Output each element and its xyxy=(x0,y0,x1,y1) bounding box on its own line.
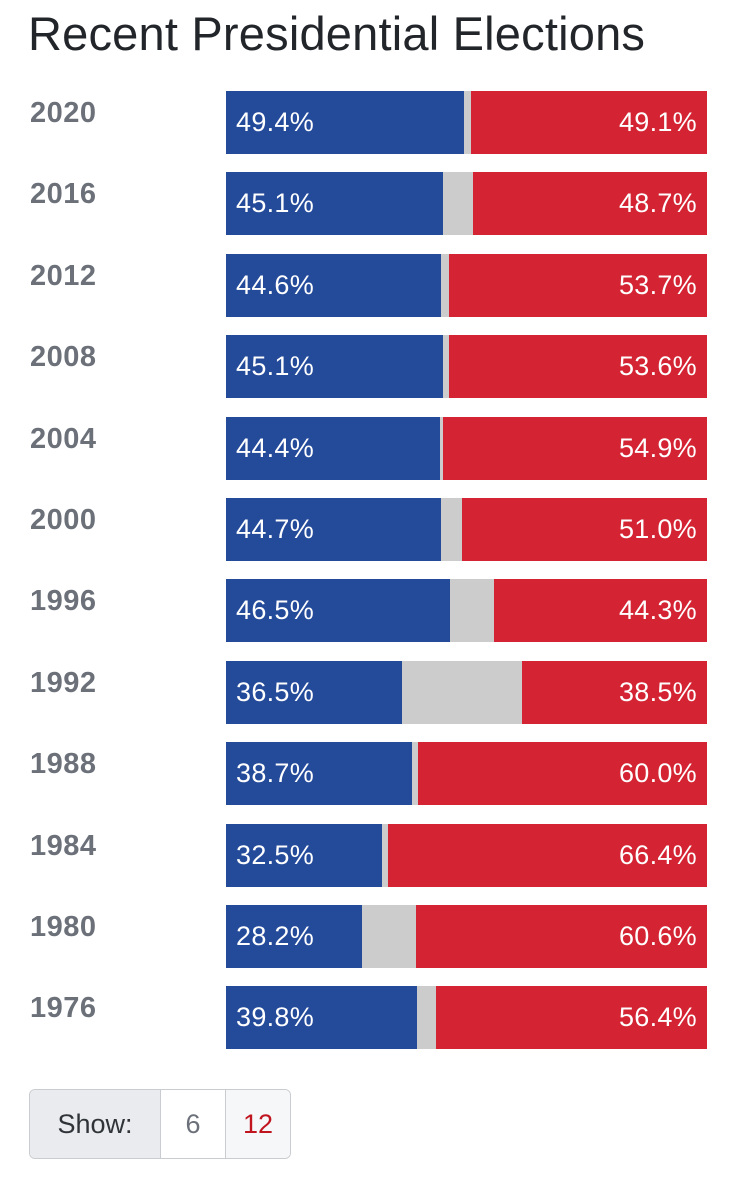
republican-share-label: 49.1% xyxy=(618,107,697,137)
vote-share-bar: 45.1% 53.6% xyxy=(226,335,707,399)
vote-share-bar: 49.4% 49.1% xyxy=(226,91,707,154)
democratic-segment xyxy=(226,253,441,317)
democratic-share-label: 49.4% xyxy=(236,107,315,137)
democratic-share-label: 45.1% xyxy=(236,351,315,382)
vote-share-bar: 38.7% 60.0% xyxy=(226,742,707,806)
republican-segment xyxy=(449,335,707,399)
election-row: 1992 36.5% 38.5% xyxy=(0,660,735,724)
democratic-share-label: 44.7% xyxy=(236,513,315,544)
show-label: Show: xyxy=(30,1090,161,1158)
year-label: 2016 xyxy=(30,178,97,211)
democratic-segment xyxy=(226,335,443,399)
republican-segment xyxy=(470,91,707,154)
election-row: 2012 44.6% 53.7% xyxy=(0,253,735,317)
democratic-segment xyxy=(226,416,440,480)
election-rows: 2020 49.4% 49.1% 2016 45.1% 48.7% 2012 44.6% 53.… xyxy=(0,91,735,1068)
democratic-share-label: 36.5% xyxy=(236,676,315,707)
chart-title: Recent Presidential Elections xyxy=(28,7,646,60)
republican-segment xyxy=(472,172,707,236)
vote-share-bar: 46.5% 44.3% xyxy=(226,579,707,643)
election-row: 1988 38.7% 60.0% xyxy=(0,742,735,806)
vote-share-bar: 44.7% 51.0% xyxy=(226,497,707,561)
republican-segment xyxy=(435,986,707,1050)
republican-segment xyxy=(415,904,707,968)
republican-share-label: 44.3% xyxy=(618,595,697,626)
republican-segment xyxy=(448,253,707,317)
vote-share-bar: 36.5% 38.5% xyxy=(226,660,707,724)
vote-share-bar: 32.5% 66.4% xyxy=(226,823,707,887)
election-row: 2004 44.4% 54.9% xyxy=(0,416,735,480)
vote-share-bar: 44.6% 53.7% xyxy=(226,253,707,317)
election-row: 1996 46.5% 44.3% xyxy=(0,579,735,643)
year-label: 2004 xyxy=(30,422,97,455)
democratic-segment xyxy=(226,904,362,968)
election-row: 1980 28.2% 60.6% xyxy=(0,904,735,968)
democratic-share-label: 38.7% xyxy=(236,758,315,789)
democratic-segment xyxy=(226,91,464,154)
year-label: 1980 xyxy=(30,910,97,943)
democratic-share-label: 28.2% xyxy=(236,920,315,951)
republican-share-label: 38.5% xyxy=(618,676,697,707)
democratic-segment xyxy=(226,497,441,561)
republican-segment xyxy=(461,497,707,561)
election-row: 2008 45.1% 53.6% xyxy=(0,335,735,399)
year-label: 1984 xyxy=(30,829,97,862)
vote-share-bar: 45.1% 48.7% xyxy=(226,172,707,236)
democratic-segment xyxy=(226,579,450,643)
election-row: 1976 39.8% 56.4% xyxy=(0,986,735,1050)
republican-share-label: 66.4% xyxy=(618,839,697,870)
democratic-segment xyxy=(226,172,443,236)
republican-share-label: 51.0% xyxy=(618,513,697,544)
election-row: 2000 44.7% 51.0% xyxy=(0,497,735,561)
republican-segment xyxy=(442,416,707,480)
democratic-share-label: 45.1% xyxy=(236,188,315,219)
republican-share-label: 60.0% xyxy=(618,758,697,789)
year-label: 2008 xyxy=(30,341,97,374)
republican-segment xyxy=(493,579,707,643)
republican-share-label: 56.4% xyxy=(618,1002,697,1033)
democratic-share-label: 44.6% xyxy=(236,269,315,300)
year-label: 2020 xyxy=(30,97,97,129)
republican-segment xyxy=(387,823,707,887)
year-label: 1996 xyxy=(30,585,97,618)
election-row: 2016 45.1% 48.7% xyxy=(0,172,735,236)
show-count-control: Show: 6 12 xyxy=(29,1089,291,1159)
year-label: 1988 xyxy=(30,748,97,781)
election-row: 1984 32.5% 66.4% xyxy=(0,823,735,887)
democratic-share-label: 44.4% xyxy=(236,432,315,463)
republican-share-label: 60.6% xyxy=(618,920,697,951)
democratic-share-label: 32.5% xyxy=(236,839,315,870)
republican-share-label: 54.9% xyxy=(618,432,697,463)
democratic-segment xyxy=(226,986,418,1050)
vote-share-bar: 39.8% 56.4% xyxy=(226,986,707,1050)
democratic-segment xyxy=(226,660,402,724)
vote-share-bar: 44.4% 54.9% xyxy=(226,416,707,480)
republican-segment xyxy=(521,660,707,724)
democratic-share-label: 46.5% xyxy=(236,595,315,626)
year-label: 2000 xyxy=(30,503,97,536)
republican-share-label: 48.7% xyxy=(618,188,697,219)
democratic-segment xyxy=(226,823,383,887)
republican-share-label: 53.7% xyxy=(618,269,697,300)
republican-share-label: 53.6% xyxy=(618,351,697,382)
election-row: 2020 49.4% 49.1% xyxy=(0,91,735,154)
vote-share-bar: 28.2% 60.6% xyxy=(226,904,707,968)
year-label: 2012 xyxy=(30,259,97,292)
year-label: 1976 xyxy=(30,992,97,1025)
show-12-button[interactable]: 12 xyxy=(226,1090,290,1158)
year-label: 1992 xyxy=(30,666,97,699)
democratic-share-label: 39.8% xyxy=(236,1002,315,1033)
democratic-segment xyxy=(226,742,413,806)
republican-segment xyxy=(418,742,707,806)
show-6-button[interactable]: 6 xyxy=(161,1090,226,1158)
